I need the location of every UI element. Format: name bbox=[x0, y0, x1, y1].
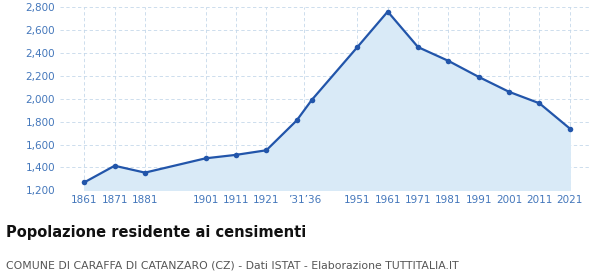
Text: Popolazione residente ai censimenti: Popolazione residente ai censimenti bbox=[6, 225, 306, 240]
Point bbox=[565, 126, 575, 131]
Point bbox=[292, 118, 301, 123]
Point bbox=[79, 180, 89, 185]
Point bbox=[474, 75, 484, 79]
Point bbox=[413, 45, 423, 49]
Point bbox=[231, 153, 241, 157]
Point bbox=[504, 90, 514, 94]
Point bbox=[383, 9, 392, 14]
Point bbox=[140, 171, 150, 175]
Text: COMUNE DI CARAFFA DI CATANZARO (CZ) - Dati ISTAT - Elaborazione TUTTITALIA.IT: COMUNE DI CARAFFA DI CATANZARO (CZ) - Da… bbox=[6, 261, 458, 271]
Point bbox=[443, 59, 453, 63]
Point bbox=[535, 101, 544, 106]
Point bbox=[353, 45, 362, 49]
Point bbox=[110, 164, 119, 168]
Point bbox=[307, 98, 317, 102]
Point bbox=[262, 148, 271, 153]
Point bbox=[201, 156, 211, 160]
